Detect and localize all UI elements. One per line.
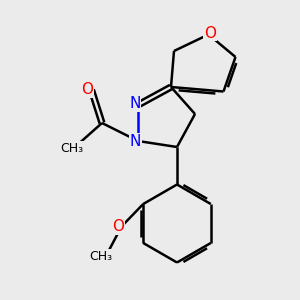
- Text: O: O: [81, 82, 93, 98]
- Text: O: O: [204, 26, 216, 40]
- Text: CH₃: CH₃: [89, 250, 112, 263]
- Text: N: N: [130, 134, 141, 148]
- Text: CH₃: CH₃: [60, 142, 84, 155]
- Text: O: O: [112, 219, 124, 234]
- Text: N: N: [129, 96, 141, 111]
